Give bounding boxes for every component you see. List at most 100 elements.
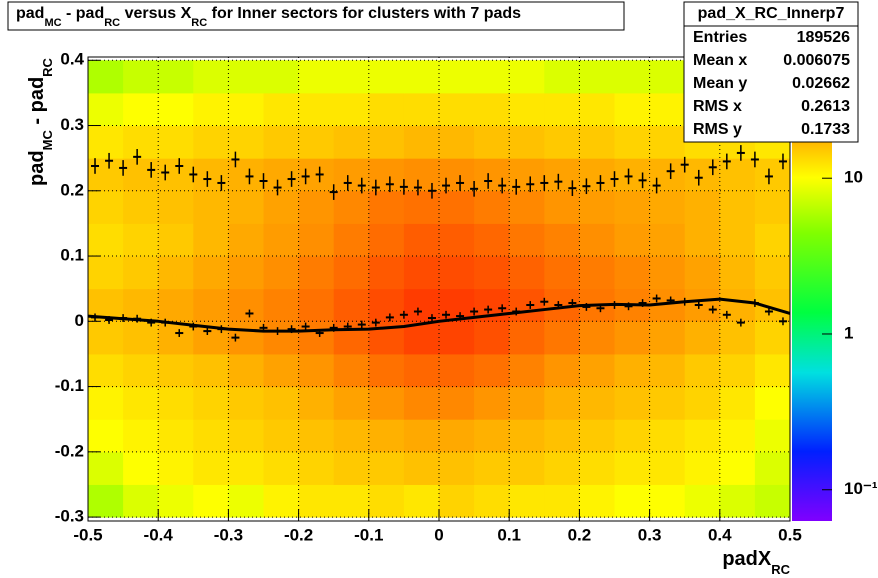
heatmap-cell [544,223,580,257]
stats-frame [683,1,859,143]
heatmap-cell [158,92,194,127]
heatmap-cell [263,386,300,420]
label-part: for Inner sectors for clusters with 7 pa… [207,5,521,22]
heatmap-cell [439,92,475,127]
heatmap-cell [544,256,580,290]
heatmap-cell [263,223,300,257]
heatmap-cell [439,60,475,94]
heatmap-cell [88,256,124,290]
heatmap-cell [333,256,370,290]
heatmap-cell [544,321,580,355]
heatmap-cell [649,419,686,453]
heatmap-cell [403,353,440,388]
heatmap-cell [509,223,545,257]
heatmap-cell [684,158,721,192]
label-part: versus X [120,5,191,22]
heatmap-cell [263,419,300,453]
stats-value: 189526 [797,29,850,46]
heatmap-cell [228,223,264,257]
subscript: RC [104,17,120,29]
heatmap-cell [228,386,264,420]
heatmap-cell [403,484,440,518]
heatmap-cell [88,419,124,453]
heatmap-cell [509,92,545,127]
heatmap-cell [719,451,756,485]
heatmap-cell [333,386,370,420]
stats-value: 0.006075 [783,52,850,69]
heatmap-cell [754,419,791,453]
x-tick-label: -0.2 [284,525,313,544]
heatmap-cell [158,60,194,94]
profile [87,145,791,342]
heatmap-cell [439,484,475,518]
heatmap-cell [228,451,264,485]
heatmap-cell [368,484,405,518]
heatmap-cell [193,256,229,290]
heatmap-cell [544,92,580,127]
heatmap-cell [123,60,159,94]
heatmap-cell [368,92,405,127]
heatmap-cell [544,190,580,224]
heatmap-cell [88,60,124,94]
heatmap-cell [333,451,370,485]
label-part: padX [722,548,772,570]
heatmap-cell [298,288,335,322]
heatmap-cell [403,125,440,159]
heatmap-cell [439,223,475,257]
heatmap-cell [123,125,159,159]
heatmap-cell [649,223,686,257]
heatmap-cell [193,451,229,485]
subscript: MC [40,130,55,151]
heatmap-cell [228,125,264,159]
heatmap-cell [228,484,264,518]
heatmap-cell [88,321,124,355]
heatmap-cell [509,419,545,453]
heatmap-cell [403,386,440,420]
heatmap-cell [649,484,686,518]
heatmap-cell [579,223,615,257]
heatmap-cell [158,158,194,192]
heatmap-cell [193,223,229,257]
heatmap-cell [123,451,159,485]
heatmap-cell [368,60,405,94]
heatmap-cell [298,125,335,159]
heatmap-cell [298,353,335,388]
heatmap-cell [544,353,580,388]
heatmap-cell [298,190,335,224]
heatmap-cell [368,419,405,453]
heatmap-cell [439,451,475,485]
heatmap-cell [88,484,124,518]
x-tick-label: 0.2 [568,525,592,544]
heatmap-cell [649,451,686,485]
x-tick-label: -0.4 [144,525,174,544]
heatmap-cell [439,256,475,290]
y-tick-label: 0.4 [60,50,84,69]
heatmap-cell [579,419,615,453]
heatmap-cell [649,386,686,420]
heatmap-cell [579,256,615,290]
y-tick-label: 0.3 [60,115,84,134]
heatmap-cell [333,419,370,453]
stats-value: 0.02662 [792,75,850,92]
heatmap-cell [754,223,791,257]
heatmap-cell [754,321,791,355]
z-tick-label: 10 [844,168,863,187]
heatmap-cell [684,386,721,420]
heatmap-cell [263,321,300,355]
heatmap-cell [474,386,510,420]
heatmap-cell [439,386,475,420]
heatmap-cell [403,223,440,257]
heatmap-cell [298,386,335,420]
heatmap-cell [544,451,580,485]
heatmap-cell [439,353,475,388]
heatmap-cell [158,484,194,518]
heatmap-cell [719,484,756,518]
heatmap-cell [684,353,721,388]
heatmap-cell [614,223,651,257]
heatmap-cell [403,158,440,192]
heatmap-cell [88,386,124,420]
heatmap-cell [474,60,510,94]
heatmap-cell [298,451,335,485]
heatmap-cell [193,190,229,224]
